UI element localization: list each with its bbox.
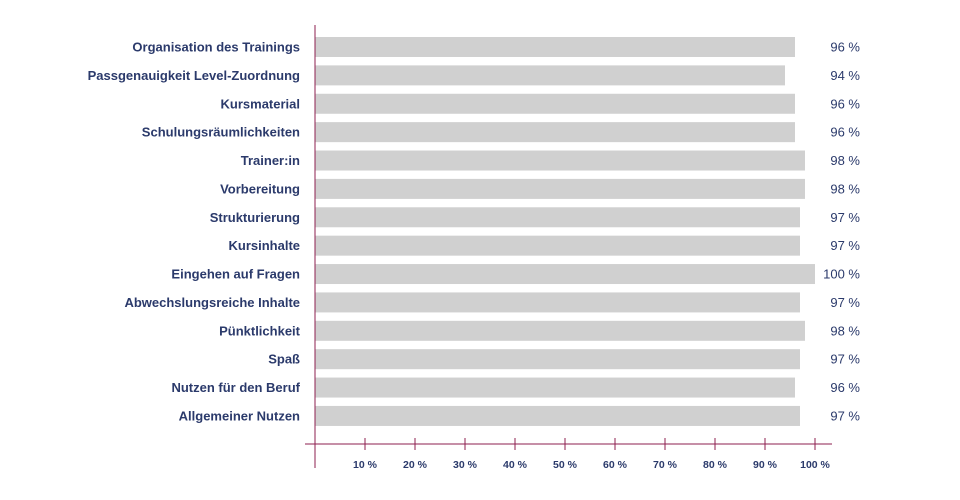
category-label: Eingehen auf Fragen: [171, 267, 300, 282]
x-tick-label: 60 %: [603, 459, 628, 471]
category-label: Kursmaterial: [221, 96, 300, 111]
x-tick-label: 50 %: [553, 459, 578, 471]
bar: [315, 150, 805, 171]
bar: [315, 405, 800, 426]
category-label: Passgenauigkeit Level-Zuordnung: [88, 68, 300, 83]
bar: [315, 37, 795, 57]
value-labels: 96 % 94 % 96 % 96 % 98 % 98 % 97 % 97 % 100 % 97 …: [823, 40, 860, 424]
data-label: 96 %: [830, 96, 860, 111]
x-tick-label: 30 %: [453, 459, 478, 471]
data-label: 98 %: [830, 323, 860, 338]
data-label: 97 %: [830, 210, 860, 225]
bar: [315, 349, 800, 370]
category-label: Vorbereitung: [220, 181, 300, 196]
data-label: 97 %: [830, 408, 860, 423]
bar: [315, 377, 795, 398]
data-label: 96 %: [830, 380, 860, 395]
category-label: Kursinhalte: [228, 238, 300, 253]
category-label: Schulungsräumlichkeiten: [142, 125, 300, 140]
bar: [315, 292, 800, 313]
data-label: 96 %: [830, 125, 860, 140]
bar: [315, 65, 785, 86]
bar: [315, 122, 795, 143]
x-axis: 10 % 20 % 30 % 40 % 50 % 60 % 70 % 80 % 90 % 100 …: [305, 25, 832, 471]
data-label: 98 %: [830, 153, 860, 168]
category-label: Pünktlichkeit: [219, 323, 301, 338]
data-label: 94 %: [830, 68, 860, 83]
category-label: Abwechslungsreiche Inhalte: [124, 295, 300, 310]
data-label: 98 %: [830, 181, 860, 196]
bars: [315, 37, 815, 426]
x-tick-label: 70 %: [653, 459, 678, 471]
bar: [315, 93, 795, 114]
category-label: Trainer:in: [241, 153, 300, 168]
bar: [315, 207, 800, 228]
bar: [315, 264, 815, 285]
data-label: 97 %: [830, 352, 860, 367]
data-label: 96 %: [830, 40, 860, 55]
category-label: Allgemeiner Nutzen: [179, 408, 300, 423]
data-label: 100 %: [823, 267, 860, 282]
category-label: Organisation des Trainings: [132, 40, 300, 55]
category-label: Nutzen für den Beruf: [171, 380, 300, 395]
x-tick-label: 80 %: [703, 459, 728, 471]
x-tick-label: 40 %: [503, 459, 528, 471]
bar: [315, 178, 805, 199]
data-label: 97 %: [830, 295, 860, 310]
data-label: 97 %: [830, 238, 860, 253]
category-label: Strukturierung: [210, 210, 300, 225]
bar: [315, 235, 800, 256]
x-tick-label: 20 %: [403, 459, 428, 471]
bar: [315, 320, 805, 341]
category-label: Spaß: [268, 352, 300, 367]
x-tick-label: 10 %: [353, 459, 378, 471]
x-tick-label: 90 %: [753, 459, 778, 471]
category-labels: Organisation des Trainings Passgenauigkei…: [88, 40, 301, 424]
x-tick-label: 100 %: [800, 459, 830, 471]
